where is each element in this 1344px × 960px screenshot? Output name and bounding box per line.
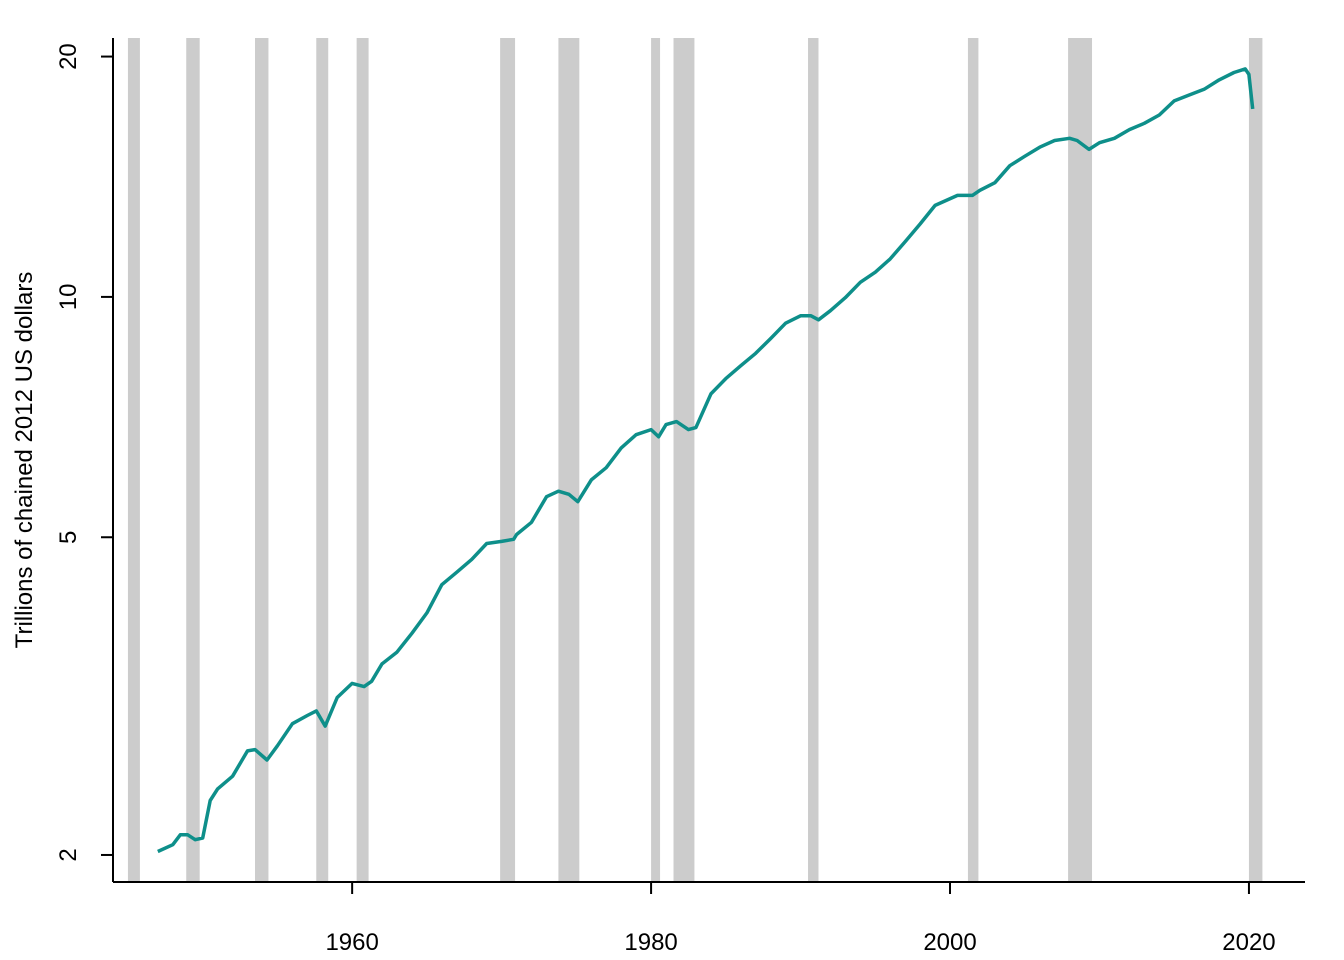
y-tick-label: 5 [55,531,82,544]
x-tick-label: 1980 [624,929,677,956]
gdp-line [157,67,1255,854]
y-tick-label: 2 [55,848,82,861]
x-tick-label: 2000 [923,929,976,956]
x-tick-label: 1960 [325,929,378,956]
recession-band [1248,38,1263,882]
recession-band [673,38,695,882]
y-tick-label: 20 [55,43,82,70]
recession-band [500,38,516,882]
recession-band [186,38,200,882]
recession-band [808,38,819,882]
recession-band [1068,38,1093,882]
recession-band [127,38,140,882]
recession-band [356,38,369,882]
y-tick-label: 10 [55,284,82,311]
x-tick-label: 2020 [1222,929,1275,956]
y-axis-label: Trillions of chained 2012 US dollars [11,272,38,649]
recession-band [651,38,661,882]
recession-band [967,38,979,882]
recession-band [316,38,329,882]
recession-band [558,38,580,882]
recession-band [254,38,269,882]
